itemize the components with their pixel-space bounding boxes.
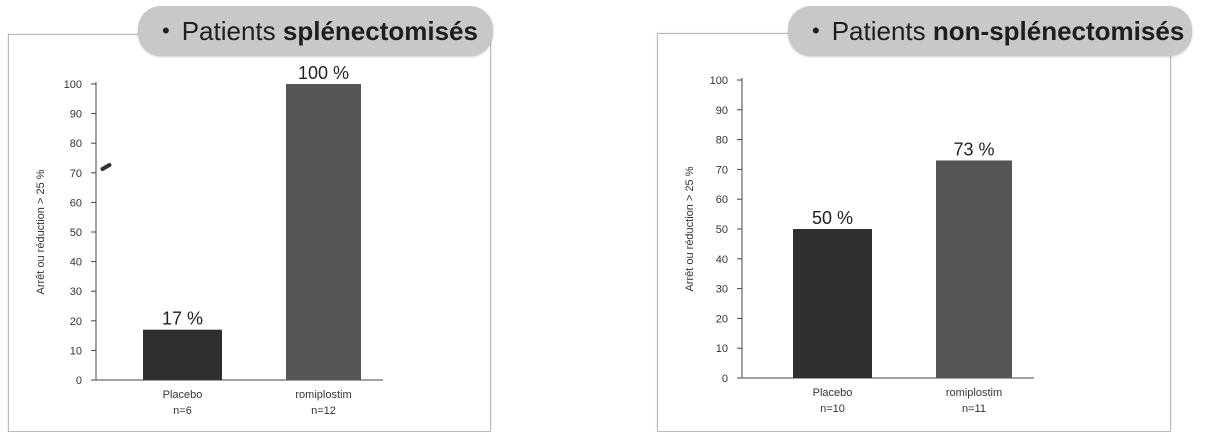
y-tick-label: 20: [70, 316, 82, 328]
y-tick-label: 100: [710, 75, 728, 87]
bar-placebo: [143, 329, 222, 380]
y-tick-label: 0: [722, 373, 728, 385]
bar-romiplostim: [286, 84, 361, 380]
y-tick-label: 40: [70, 257, 82, 269]
chart-title-bold: non-splénectomisés: [932, 15, 1185, 46]
chart-panel-splenectomized: [8, 34, 491, 432]
y-tick-label: 50: [70, 227, 82, 239]
chart-title-bold: splénectomisés: [282, 15, 478, 46]
chart-title-non-splenectomized: • Patients non-splénectomisés: [788, 6, 1192, 56]
bullet-icon: •: [162, 18, 170, 43]
chart-title-splenectomized: • Patients splénectomisés: [138, 6, 493, 56]
y-tick-label: 10: [716, 343, 728, 355]
x-tick-sublabel: n=10: [820, 403, 845, 415]
chart-panel-non-splenectomized: [657, 33, 1171, 432]
y-axis-label: Arrêt ou réduction > 25 %: [35, 169, 47, 294]
y-tick-label: 80: [716, 135, 728, 147]
chart-title-prefix: Patients: [831, 15, 926, 46]
x-tick-label: romiplostim: [295, 389, 351, 401]
y-tick-label: 0: [76, 375, 82, 387]
data-label: 17 %: [162, 309, 203, 329]
chart-title-prefix: Patients: [181, 15, 276, 46]
data-label: 100 %: [298, 63, 349, 83]
y-tick-label: 10: [70, 345, 82, 357]
x-tick-sublabel: n=11: [962, 403, 986, 415]
x-tick-sublabel: n=6: [173, 405, 192, 417]
x-tick-label: Placebo: [163, 389, 203, 401]
y-tick-label: 80: [70, 138, 82, 150]
x-tick-label: romiplostim: [946, 387, 1002, 399]
bar-romiplostim: [936, 160, 1012, 378]
y-tick-label: 50: [716, 224, 728, 236]
x-tick-label: Placebo: [813, 387, 853, 399]
y-tick-label: 60: [716, 194, 728, 206]
y-tick-label: 30: [70, 286, 82, 298]
y-tick-label: 90: [716, 105, 728, 117]
y-tick-label: 60: [70, 197, 82, 209]
x-tick-sublabel: n=12: [311, 405, 336, 417]
bar-placebo: [793, 229, 872, 378]
y-axis-label: Arrêt ou réduction > 25 %: [684, 166, 696, 291]
y-tick-label: 40: [716, 254, 728, 266]
y-tick-label: 30: [716, 284, 728, 296]
y-tick-label: 90: [70, 109, 82, 121]
y-tick-label: 70: [70, 168, 82, 180]
data-label: 73 %: [953, 139, 994, 159]
data-label: 50 %: [812, 208, 853, 228]
bullet-icon: •: [812, 18, 820, 43]
y-tick-label: 20: [716, 313, 728, 325]
y-tick-label: 70: [716, 164, 728, 176]
y-tick-label: 100: [64, 79, 82, 91]
